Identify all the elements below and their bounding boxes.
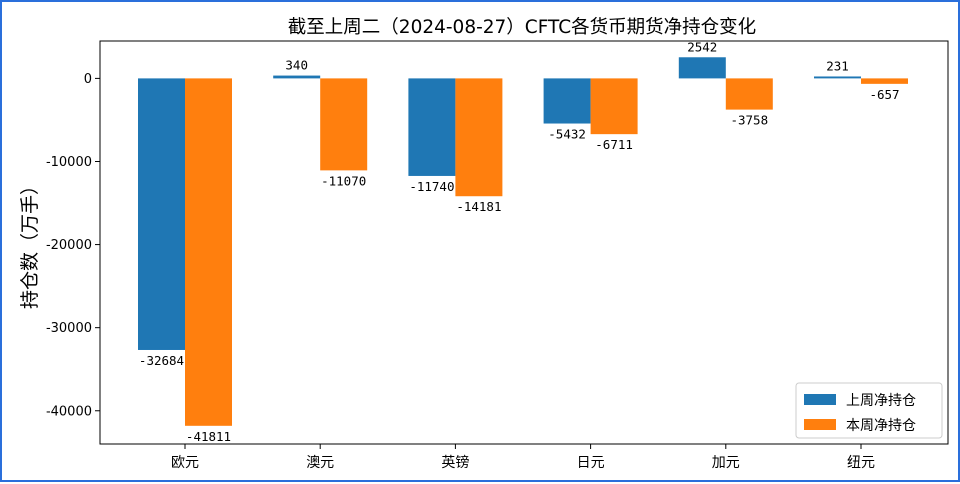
x-tick-label: 澳元: [306, 455, 334, 471]
bar-last-week: [678, 57, 726, 79]
bar-this-week: [455, 78, 503, 197]
plot-area-border: [99, 40, 949, 445]
y-tick-label: -40000: [46, 404, 92, 419]
data-label: -41811: [186, 429, 231, 444]
bar-this-week: [320, 78, 368, 171]
y-tick-label: 0: [84, 72, 92, 87]
data-label: -3758: [730, 113, 768, 128]
data-label: -5432: [548, 127, 586, 142]
bar-last-week: [273, 75, 321, 79]
y-tick-label: -10000: [46, 155, 92, 170]
x-tick-label: 纽元: [847, 455, 875, 471]
data-label: -6711: [595, 137, 633, 152]
bar-this-week: [725, 78, 773, 110]
y-tick-label: -20000: [46, 238, 92, 253]
legend-swatch: [804, 394, 836, 405]
bar-this-week: [861, 78, 908, 84]
legend-label: 本周净持仓: [846, 418, 916, 434]
bar-this-week: [590, 78, 638, 135]
y-axis-label: 持仓数（万手）: [19, 176, 41, 309]
data-label: -14181: [456, 199, 501, 214]
x-tick-label: 英镑: [441, 454, 469, 471]
y-axis: 0 -10000 -20000 -30000 -40000: [46, 72, 100, 419]
data-label: -32684: [139, 353, 184, 368]
bar-last-week: [814, 76, 861, 79]
x-tick-label: 日元: [577, 455, 605, 471]
x-tick-label: 欧元: [171, 455, 199, 471]
x-tick-label: 加元: [712, 455, 740, 471]
bar-last-week: [408, 78, 456, 176]
data-label: -11740: [409, 179, 454, 194]
x-axis: 欧元 澳元 英镑 日元 加元 纽元: [171, 444, 875, 471]
data-label: -657: [869, 87, 899, 102]
bar-last-week: [138, 78, 185, 350]
bars-layer: [138, 57, 908, 426]
legend-label: 上周净持仓: [846, 393, 916, 409]
data-label: 2542: [687, 39, 717, 54]
bar-last-week: [543, 78, 591, 124]
data-label: 231: [826, 58, 849, 73]
bar-this-week: [185, 78, 232, 426]
data-label: 340: [285, 58, 308, 73]
data-labels-layer: -32684 -41811 340 -11070 -11740-14181 -5432 -6…: [139, 39, 900, 444]
chart-title: 截至上周二（2024-08-27）CFTC各货币期货净持仓变化: [288, 17, 756, 38]
legend-swatch: [804, 419, 836, 430]
data-label: -11070: [321, 173, 366, 188]
y-tick-label: -30000: [46, 321, 92, 336]
